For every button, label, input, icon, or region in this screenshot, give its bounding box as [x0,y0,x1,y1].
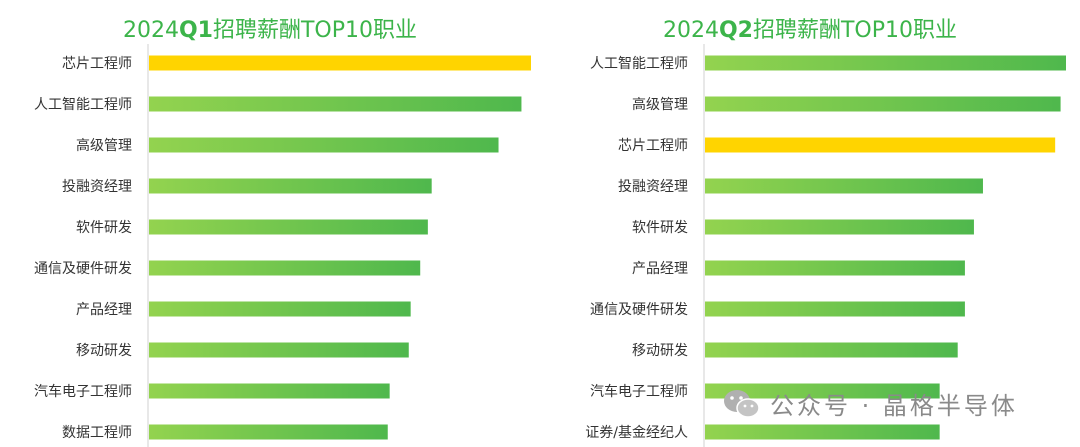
category-label: 芯片工程师 [62,56,132,72]
bar [705,383,940,399]
category-label: 通信及硬件研发 [34,261,132,277]
bar [149,424,388,440]
title-suffix: 招聘薪酬TOP10职业 [752,18,958,43]
category-label: 人工智能工程师 [590,56,688,72]
category-label: 高级管理 [76,137,132,154]
bar [705,342,958,358]
chart-title-q1: 2024Q1招聘薪酬TOP10职业 [0,12,540,44]
category-label: 投融资经理 [618,179,688,195]
category-label: 投融资经理 [62,179,132,195]
wechat-icon [724,389,760,418]
bar [705,55,1066,71]
bar [149,137,499,153]
chart-q1: 2024Q1招聘薪酬TOP10职业 芯片工程师人工智能工程师高级管理投融资经理软… [0,12,540,447]
bar [149,342,409,358]
category-label: 移动研发 [632,343,688,359]
bar [149,96,522,112]
chart-title-q2: 2024Q2招聘薪酬TOP10职业 [540,12,1080,44]
title-prefix: 2024 [662,18,719,43]
category-label: 软件研发 [632,220,688,236]
category-label: 数据工程师 [62,425,132,441]
bar-highlight [149,55,531,71]
category-label: 移动研发 [76,343,132,359]
watermark-text: 公众号 · 晶格半导体 [770,392,1018,420]
bar [705,96,1061,112]
category-label: 软件研发 [76,220,132,236]
category-label: 高级管理 [632,96,688,113]
category-label: 产品经理 [632,261,688,277]
bar [149,301,411,317]
bar-chart-q2: 人工智能工程师高级管理芯片工程师投融资经理软件研发产品经理通信及硬件研发移动研发… [585,44,1066,447]
category-label: 产品经理 [76,302,132,318]
category-label: 证券/基金经纪人 [585,424,688,441]
title-bold: Q2 [718,18,753,43]
chart-q2: 2024Q2招聘薪酬TOP10职业 人工智能工程师高级管理芯片工程师投融资经理软… [540,0,1080,447]
title-prefix: 2024 [122,18,179,43]
bar [705,260,965,276]
bar-chart-q1: 芯片工程师人工智能工程师高级管理投融资经理软件研发通信及硬件研发产品经理移动研发… [34,44,531,447]
category-label: 通信及硬件研发 [590,302,688,318]
category-label: 汽车电子工程师 [34,383,132,400]
title-bold: Q1 [178,18,213,43]
bar [705,178,983,194]
category-label: 芯片工程师 [618,138,688,154]
bar [149,383,390,399]
bar [705,219,974,235]
watermark: 公众号 · 晶格半导体 [722,386,1018,421]
category-label: 汽车电子工程师 [590,383,688,400]
bar [149,260,421,276]
bar-highlight [705,137,1056,153]
bar [149,178,432,194]
bar [705,301,965,317]
bar [705,424,940,440]
bar [149,219,428,235]
category-label: 人工智能工程师 [34,97,132,113]
title-suffix: 招聘薪酬TOP10职业 [212,18,418,43]
